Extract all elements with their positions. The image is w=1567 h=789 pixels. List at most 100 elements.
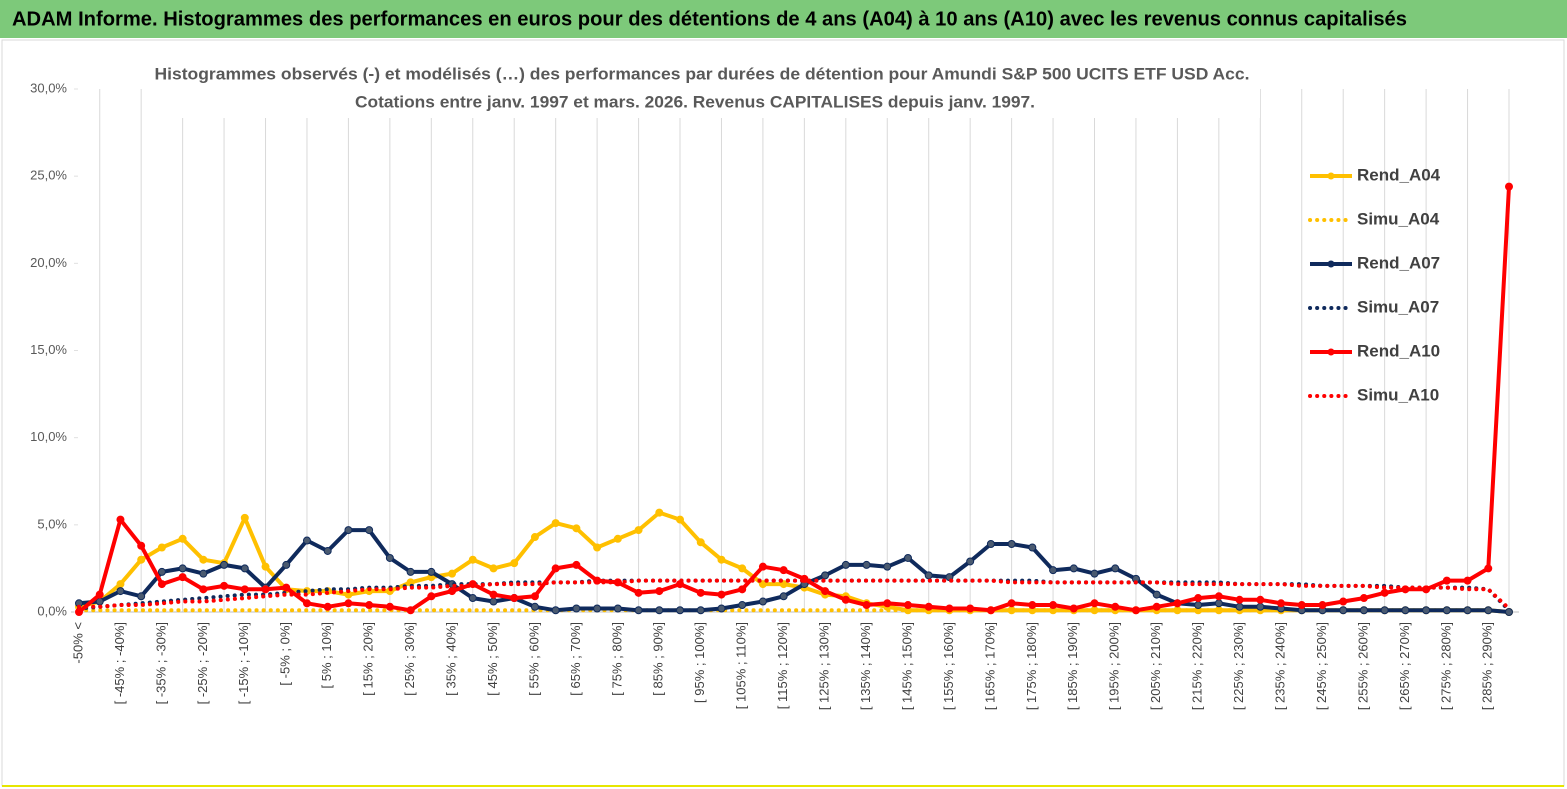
series-marker (510, 559, 519, 568)
series-marker (344, 599, 353, 608)
series-marker (1442, 576, 1451, 585)
series-marker (966, 557, 975, 566)
series-marker (1194, 594, 1203, 603)
series-marker (986, 540, 995, 549)
series-marker (551, 606, 560, 615)
series-marker (572, 524, 581, 533)
series-marker (157, 567, 166, 576)
y-tick-label: 25,0% (30, 168, 67, 183)
series-marker (903, 553, 912, 562)
x-tick-label: [ 165% ; 170%] (982, 622, 997, 710)
x-tick-label: [ 135% ; 140%] (858, 622, 873, 710)
x-tick-label: [ 75% ; 80%] (609, 622, 624, 696)
series-marker (1442, 606, 1451, 615)
series-marker (593, 604, 602, 613)
series-marker (696, 588, 705, 597)
series-marker (779, 592, 788, 601)
series-marker (717, 590, 726, 599)
series-marker (676, 515, 685, 524)
series-marker (572, 604, 581, 613)
series-marker (427, 592, 436, 601)
series-marker (655, 587, 664, 596)
series-marker (1339, 597, 1348, 606)
series-marker (510, 594, 519, 603)
series-marker (489, 590, 498, 599)
series-marker (240, 585, 249, 594)
series-marker (75, 608, 83, 616)
legend-label: Rend_A04 (1357, 165, 1441, 184)
series-marker (261, 585, 270, 594)
series-marker (240, 564, 249, 573)
x-tick-label: [ -15% ; -10%] (236, 622, 251, 704)
series-marker (116, 515, 125, 524)
series-marker (178, 534, 187, 543)
series-marker (779, 566, 788, 575)
series-marker (1463, 606, 1472, 615)
series-marker (945, 604, 954, 613)
series-marker (448, 587, 457, 596)
legend-label: Simu_A10 (1357, 385, 1439, 404)
series-marker (551, 564, 560, 573)
series-marker (323, 546, 332, 555)
x-tick-label: [ 225% ; 230%] (1231, 622, 1246, 710)
series-marker (406, 606, 415, 615)
series-marker (841, 595, 850, 604)
chart-subtitle: Cotations entre janv. 1997 et mars. 2026… (355, 92, 1035, 111)
series-marker (1422, 606, 1431, 615)
x-tick-label: [ 275% ; 280%] (1438, 622, 1453, 710)
x-tick-label: [ 85% ; 90%] (651, 622, 666, 696)
series-marker (137, 555, 146, 564)
x-tick-label: [ 145% ; 150%] (899, 622, 914, 710)
series-marker (178, 573, 187, 582)
series-marker (220, 560, 229, 569)
series-marker (344, 526, 353, 535)
y-tick-label: 0,0% (37, 603, 67, 618)
chart-title: Histogrammes observés (-) et modélisés (… (155, 64, 1250, 83)
series-marker (551, 519, 560, 528)
x-tick-label: [ 15% ; 20%] (361, 622, 376, 696)
series-marker (1380, 588, 1389, 597)
series-marker (634, 526, 643, 535)
series-marker (593, 543, 602, 552)
series-marker (634, 588, 643, 597)
y-tick-label: 30,0% (30, 80, 67, 95)
series-line (77, 186, 1511, 614)
series-marker (758, 580, 767, 589)
series-marker (738, 585, 747, 594)
series-marker (696, 606, 705, 615)
series-marker (1111, 564, 1120, 573)
series-marker (821, 571, 830, 580)
series-marker (1152, 602, 1161, 611)
series-marker (613, 604, 622, 613)
series-marker (406, 567, 415, 576)
series-marker (323, 602, 332, 611)
series-marker (1090, 599, 1099, 608)
series-marker (1505, 608, 1513, 616)
x-tick-label: [ 55% ; 60%] (526, 622, 541, 696)
legend-marker (1327, 260, 1335, 268)
series-marker (1152, 590, 1161, 599)
chart: 0,0% 5,0% 10,0% 15,0% 20,0% 25,0% 30,0% -50% < [… (30, 80, 1519, 710)
x-tick-label: [ 255% ; 260%] (1355, 622, 1370, 710)
x-tick-label: [ 25% ; 30%] (402, 622, 417, 696)
series-marker (1297, 601, 1306, 610)
x-tick-label: [ 115% ; 120%] (775, 622, 790, 709)
series-marker (1401, 606, 1410, 615)
x-tick-label: [ 65% ; 70%] (568, 622, 583, 696)
header-title: ADAM Informe. Histogrammes des performan… (12, 8, 1407, 30)
series-marker (157, 543, 166, 552)
series-marker (717, 555, 726, 564)
series-line (78, 510, 1510, 614)
series-marker (1007, 599, 1016, 608)
series-marker (530, 602, 539, 611)
series-marker (862, 601, 871, 610)
series-marker (1069, 564, 1078, 573)
series-marker (1484, 606, 1493, 615)
y-tick-label: 10,0% (30, 429, 67, 444)
series-marker (1028, 601, 1037, 610)
x-tick-label: [ 45% ; 50%] (485, 622, 500, 696)
y-tick-label: 20,0% (30, 255, 67, 270)
x-tick-label: [ -5% ; 0%] (278, 622, 293, 686)
series-marker (1339, 606, 1348, 615)
